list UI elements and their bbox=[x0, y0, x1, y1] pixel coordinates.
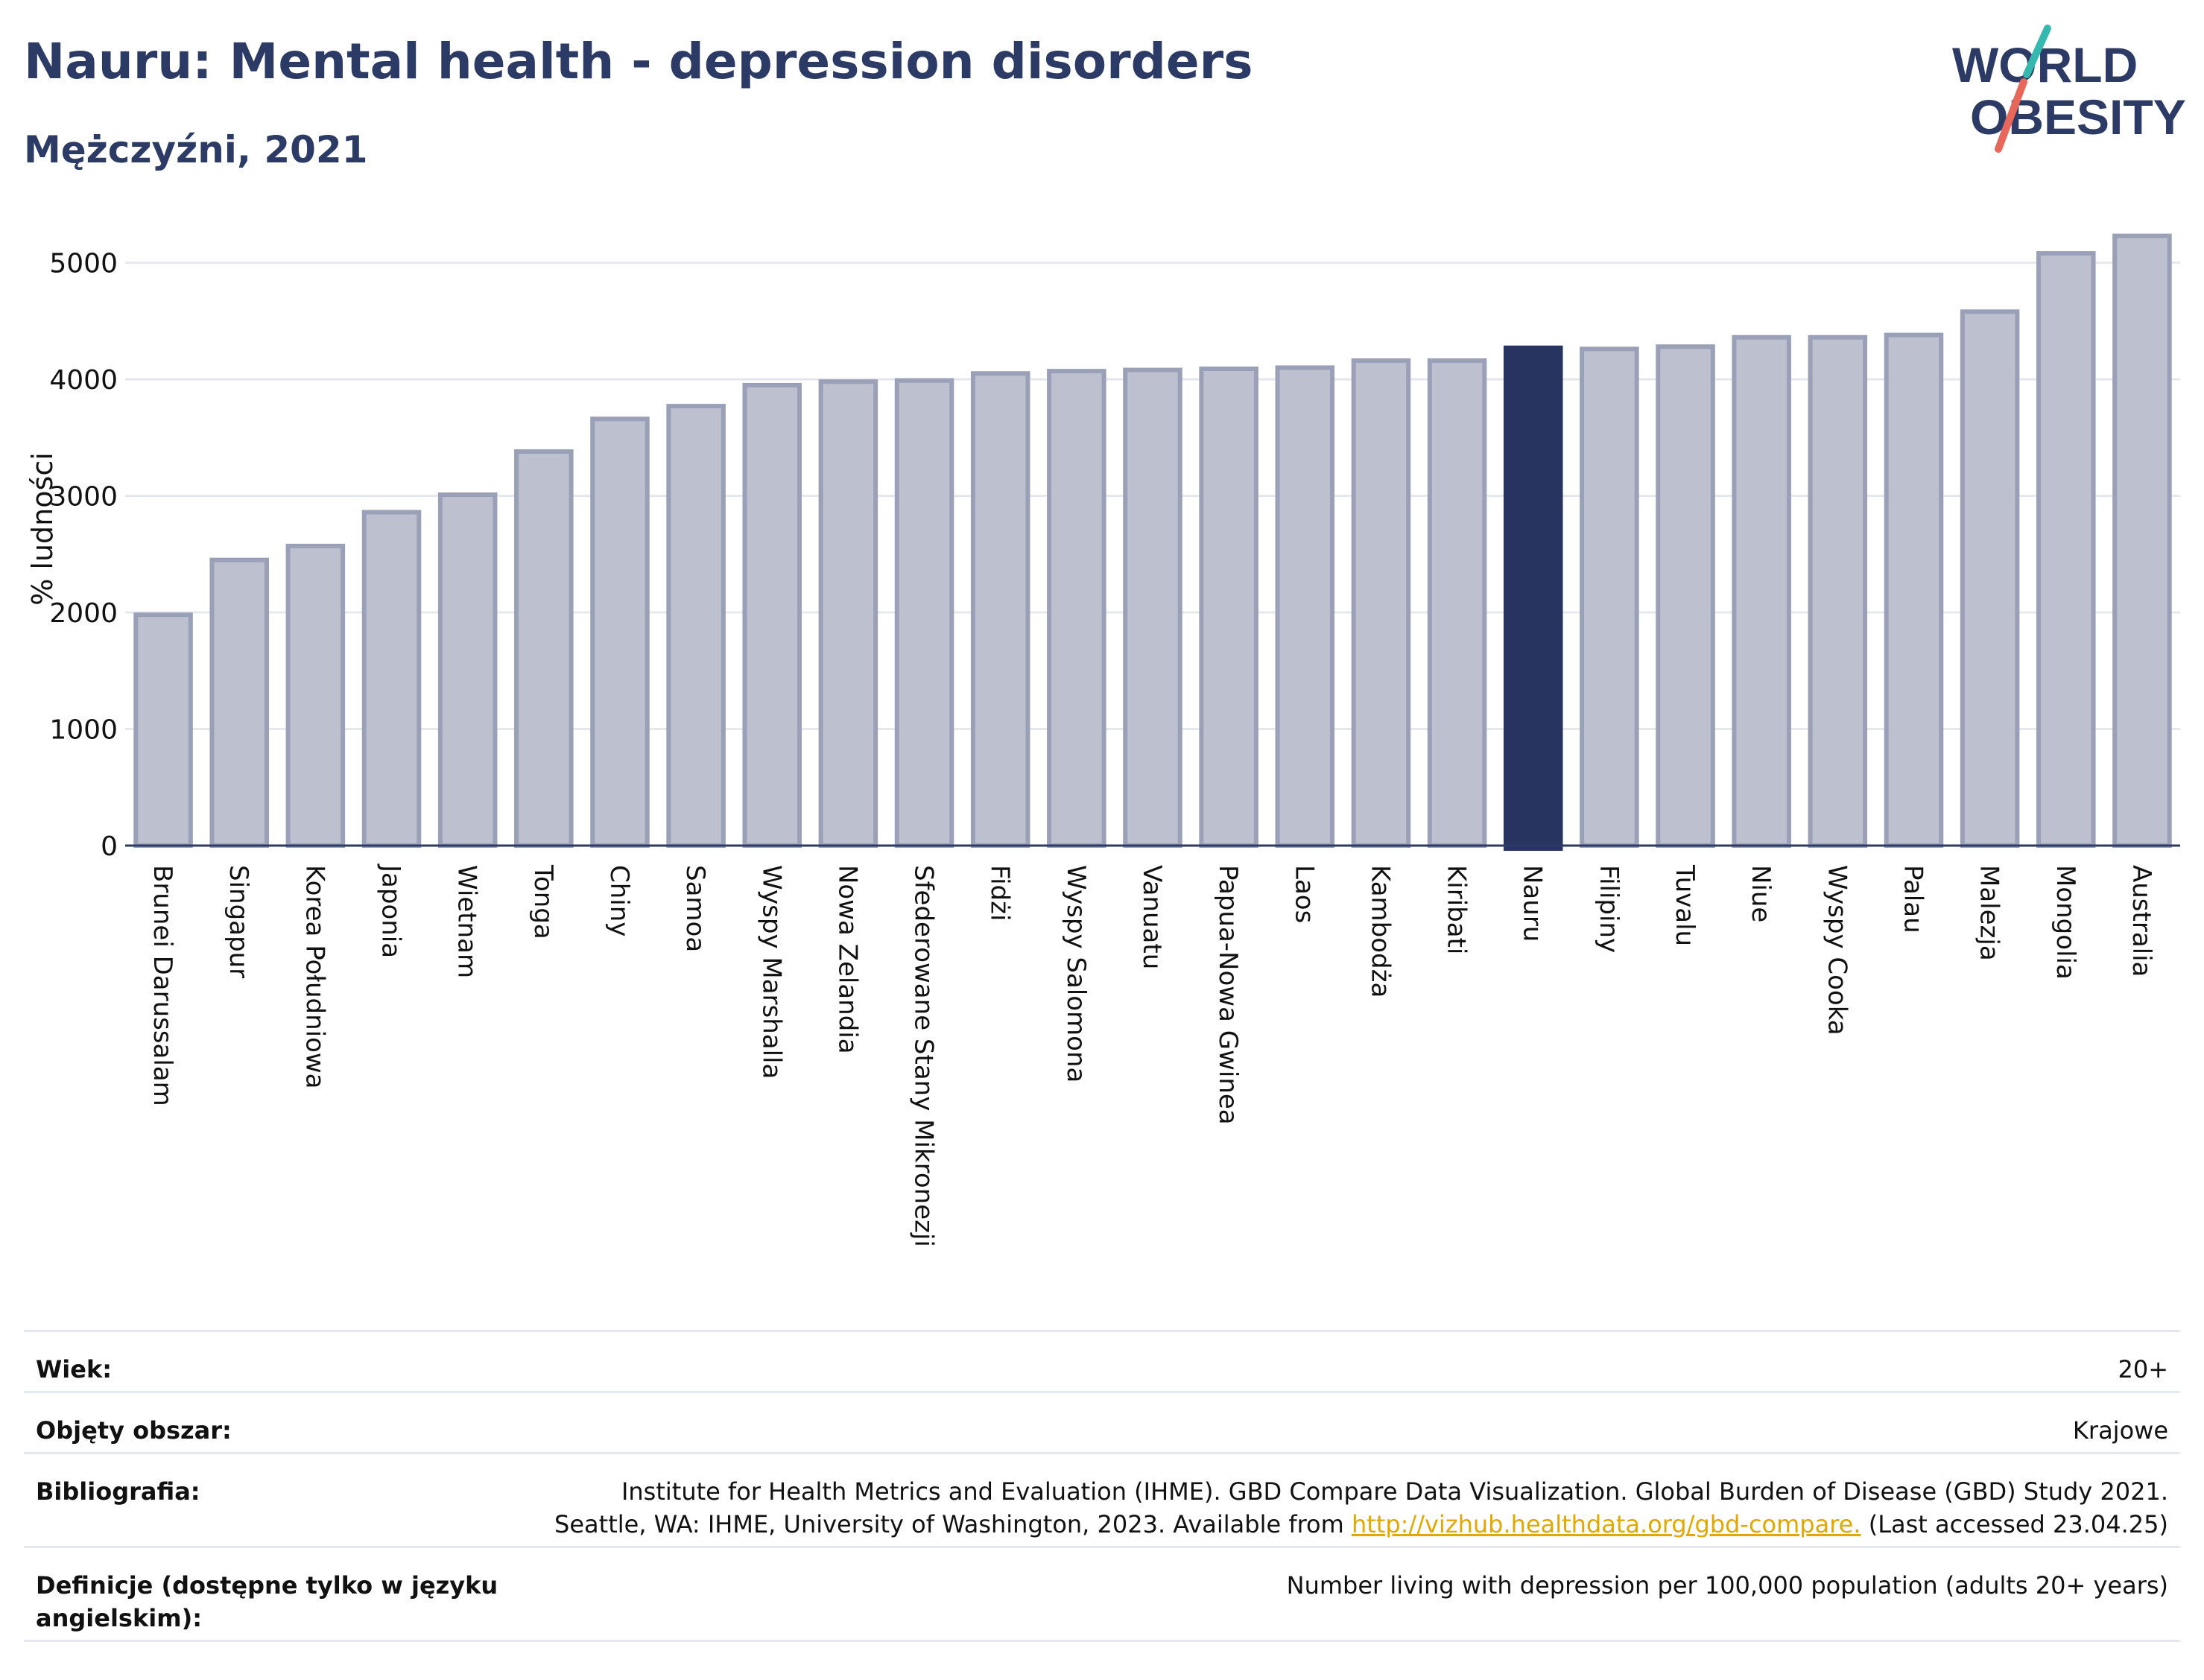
bar-filipiny bbox=[1580, 346, 1639, 848]
logo-text-world: WORLD bbox=[1952, 37, 2138, 92]
bar-tuvalu bbox=[1656, 344, 1715, 848]
x-tick-label: Samoa bbox=[680, 865, 710, 952]
bars bbox=[125, 233, 2180, 851]
bar-nauru bbox=[1503, 345, 1563, 851]
bar-malezja bbox=[1960, 309, 2020, 848]
bar-kambod-a bbox=[1351, 358, 1411, 848]
x-tick-label: Palau bbox=[1898, 865, 1928, 933]
x-tick-label: Japonia bbox=[376, 863, 406, 958]
meta-age-label: Wiek: bbox=[36, 1355, 113, 1383]
bar-palau bbox=[1884, 332, 1944, 849]
meta-biblio-line2-post: (Last accessed 23.04.25) bbox=[1861, 1510, 2168, 1538]
meta-row-area: Objęty obszar: Krajowe bbox=[24, 1391, 2180, 1452]
meta-def-value: Number living with depression per 100,00… bbox=[1286, 1571, 2168, 1600]
bar-fid-i bbox=[970, 371, 1030, 848]
x-tick-label: Nauru bbox=[1518, 865, 1548, 942]
meta-row-age: Wiek: 20+ bbox=[24, 1330, 2180, 1391]
bar-papua-nowa-gwinea bbox=[1199, 366, 1258, 849]
bibliography-link[interactable]: http://vizhub.healthdata.org/gbd-compare… bbox=[1351, 1510, 1861, 1538]
x-tick-label: Wyspy Salomona bbox=[1061, 865, 1091, 1083]
logo-slash-teal bbox=[2023, 25, 2051, 78]
bar-wyspy-cooka bbox=[1808, 335, 1868, 849]
x-tick-label: Nowa Zelandia bbox=[832, 865, 862, 1054]
meta-area-label: Objęty obszar: bbox=[36, 1416, 232, 1445]
x-tick-label: Mongolia bbox=[2051, 865, 2080, 980]
world-obesity-logo: WORLD OBESITY bbox=[1952, 25, 2186, 153]
bar-japonia bbox=[361, 510, 422, 848]
bar-australia bbox=[2112, 233, 2172, 848]
x-tick-label: Kambodża bbox=[1365, 865, 1395, 998]
meta-area-value: Krajowe bbox=[2072, 1416, 2168, 1445]
bar-wietnam bbox=[437, 492, 498, 848]
x-tick-label: Kiribati bbox=[1442, 865, 1472, 954]
bar-brunei-darussalam bbox=[133, 612, 193, 849]
x-tick-label: Sfederowane Stany Mikronezji bbox=[909, 865, 939, 1247]
bar-niue bbox=[1732, 335, 1791, 849]
bar-samoa bbox=[666, 404, 726, 848]
x-tick-label: Tuvalu bbox=[1670, 864, 1700, 946]
bar-tonga bbox=[514, 449, 574, 848]
bar-laos bbox=[1275, 365, 1335, 849]
bar-chart: 0 1000 2000 3000 4000 5000 Brunei Darussalam S… bbox=[26, 233, 2180, 1247]
x-tick-label: Chiny bbox=[604, 865, 634, 936]
y-tick-label: 0 bbox=[101, 831, 118, 862]
x-tick-labels: Brunei Darussalam Singapur Korea Południow… bbox=[148, 863, 2156, 1247]
meta-biblio-label: Bibliografia: bbox=[36, 1477, 200, 1506]
metadata-table: Wiek: 20+ Objęty obszar: Krajowe Bibliog… bbox=[24, 1330, 2180, 1642]
x-tick-label: Australia bbox=[2127, 865, 2156, 977]
x-tick-label: Wietnam bbox=[452, 865, 482, 978]
meta-row-definitions: Definicje (dostępne tylko w języku angie… bbox=[24, 1546, 2180, 1640]
bar-wyspy-marshalla bbox=[742, 382, 802, 848]
logo-slash-coral bbox=[1995, 78, 2027, 153]
x-tick-label: Tonga bbox=[528, 864, 558, 939]
bar-korea-po-udniowa bbox=[285, 543, 346, 848]
meta-age-value: 20+ bbox=[2118, 1355, 2168, 1383]
x-tick-label: Wyspy Marshalla bbox=[756, 865, 786, 1079]
meta-def-label: Definicje (dostępne tylko w języku angie… bbox=[36, 1571, 498, 1632]
x-tick-label: Singapur bbox=[224, 865, 253, 978]
meta-biblio-line2-pre: Seattle, WA: IHME, University of Washing… bbox=[554, 1510, 1352, 1538]
y-tick-label: 2000 bbox=[49, 598, 118, 629]
meta-bottom-border bbox=[24, 1640, 2180, 1642]
meta-biblio-line1: Institute for Health Metrics and Evaluat… bbox=[621, 1477, 2168, 1506]
y-axis-label: % ludności bbox=[26, 452, 59, 606]
x-tick-label: Malezja bbox=[1975, 865, 2004, 961]
bar-nowa-zelandia bbox=[818, 379, 878, 848]
y-tick-label: 1000 bbox=[49, 715, 118, 746]
bar-sfederowane-stany-mikronezji bbox=[894, 378, 954, 848]
x-tick-label: Vanuatu bbox=[1137, 865, 1167, 969]
x-tick-label: Korea Południowa bbox=[300, 865, 329, 1089]
x-tick-label: Fidżi bbox=[985, 865, 1015, 921]
y-tick-labels: 0 1000 2000 3000 4000 5000 bbox=[49, 249, 118, 862]
bar-chiny bbox=[590, 416, 650, 848]
x-tick-label: Wyspy Cooka bbox=[1822, 865, 1852, 1036]
bar-singapur bbox=[209, 557, 269, 848]
bar-mongolia bbox=[2036, 251, 2096, 848]
bar-vanuatu bbox=[1123, 367, 1182, 848]
y-tick-label: 4000 bbox=[49, 365, 118, 396]
x-tick-label: Papua-Nowa Gwinea bbox=[1213, 865, 1243, 1125]
y-tick-label: 5000 bbox=[49, 249, 118, 279]
bar-wyspy-salomona bbox=[1047, 369, 1106, 848]
page-subtitle: Mężczyźni, 2021 bbox=[24, 128, 368, 171]
meta-row-bibliography: Bibliografia: Institute for Health Metri… bbox=[24, 1452, 2180, 1546]
meta-biblio-value: Institute for Health Metrics and Evaluat… bbox=[554, 1475, 2168, 1541]
bar-kiribati bbox=[1427, 358, 1487, 848]
page-title: Nauru: Mental health - depression disord… bbox=[24, 33, 1253, 90]
x-tick-label: Filipiny bbox=[1594, 865, 1624, 953]
x-tick-label: Niue bbox=[1746, 865, 1776, 922]
x-tick-label: Brunei Darussalam bbox=[148, 865, 177, 1106]
x-tick-label: Laos bbox=[1289, 865, 1319, 923]
y-tick-label: 3000 bbox=[49, 482, 118, 513]
